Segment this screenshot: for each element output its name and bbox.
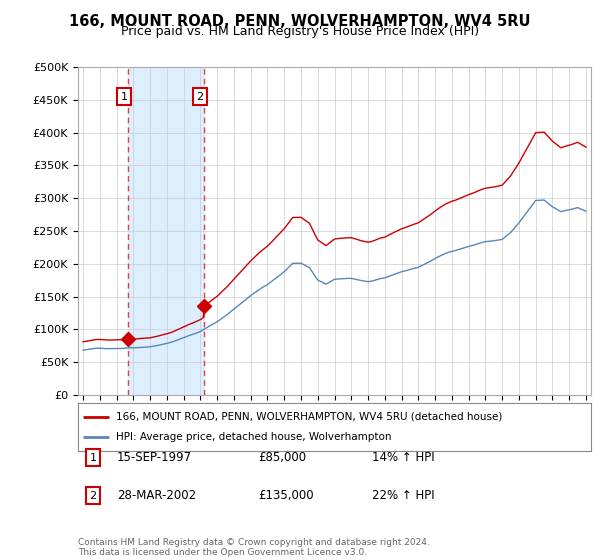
Text: 2: 2 [89,491,97,501]
Text: 28-MAR-2002: 28-MAR-2002 [117,489,196,502]
Text: £85,000: £85,000 [258,451,306,464]
Text: 166, MOUNT ROAD, PENN, WOLVERHAMPTON, WV4 5RU (detached house): 166, MOUNT ROAD, PENN, WOLVERHAMPTON, WV… [116,412,503,422]
Text: £135,000: £135,000 [258,489,314,502]
Text: Contains HM Land Registry data © Crown copyright and database right 2024.
This d: Contains HM Land Registry data © Crown c… [78,538,430,557]
Text: 1: 1 [89,452,97,463]
Text: 2: 2 [196,92,203,102]
Text: 1: 1 [121,92,128,102]
Bar [128,67,204,395]
Text: 166, MOUNT ROAD, PENN, WOLVERHAMPTON, WV4 5RU: 166, MOUNT ROAD, PENN, WOLVERHAMPTON, WV… [69,14,531,29]
Text: Price paid vs. HM Land Registry's House Price Index (HPI): Price paid vs. HM Land Registry's House … [121,25,479,38]
Text: 22% ↑ HPI: 22% ↑ HPI [372,489,434,502]
Text: HPI: Average price, detached house, Wolverhampton: HPI: Average price, detached house, Wolv… [116,432,392,442]
Text: 15-SEP-1997: 15-SEP-1997 [117,451,192,464]
Text: 14% ↑ HPI: 14% ↑ HPI [372,451,434,464]
